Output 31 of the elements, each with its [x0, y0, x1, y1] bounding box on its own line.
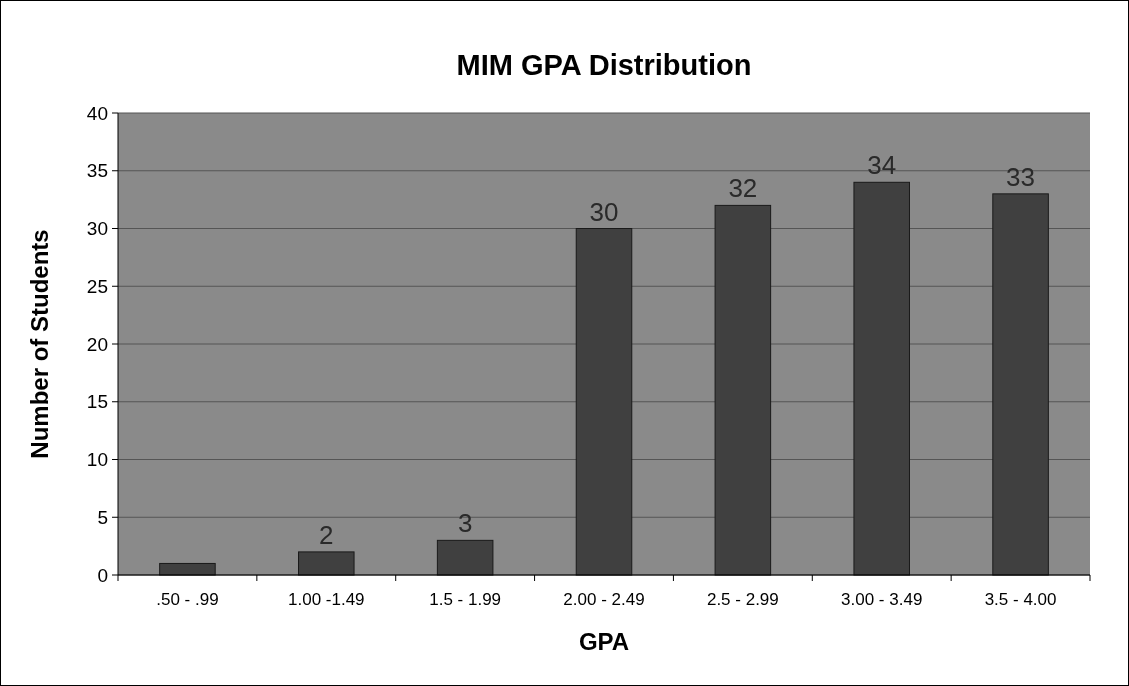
x-tick-label: .50 - .99 [156, 590, 219, 609]
data-label: 30 [589, 196, 619, 227]
y-tick-label: 5 [97, 506, 108, 528]
data-label: 2 [319, 519, 334, 550]
data-label: 33 [1006, 161, 1036, 192]
y-tick-label: 10 [86, 449, 108, 471]
y-tick-label: 20 [86, 333, 108, 355]
bar [298, 551, 355, 576]
data-label: 3 [457, 508, 473, 539]
x-tick-label: 3.5 - 4.00 [984, 590, 1057, 609]
data-label: 34 [867, 150, 897, 181]
y-tick-label: 25 [86, 275, 108, 297]
y-tick-label: 35 [86, 160, 108, 182]
y-tick-label: 0 [97, 564, 108, 586]
y-tick-label: 15 [86, 391, 108, 413]
data-label: 32 [728, 173, 758, 204]
y-axis-title: Number of Students [26, 229, 53, 459]
x-axis-title: GPA [578, 628, 630, 655]
y-tick-label: 40 [86, 102, 108, 124]
x-tick-label: 1.00 -1.49 [288, 590, 365, 609]
x-tick-label: 1.5 - 1.99 [429, 590, 502, 609]
x-tick-label: 2.00 - 2.49 [563, 590, 645, 609]
x-tick-label: 3.00 - 3.49 [841, 590, 923, 609]
bar [853, 181, 910, 576]
bar [436, 539, 494, 576]
bar [575, 228, 633, 576]
x-tick-label: 2.5 - 2.99 [706, 590, 779, 609]
chart-title: MIM GPA Distribution [456, 49, 752, 81]
bar [714, 204, 772, 576]
bar [992, 193, 1049, 576]
y-tick-label: 30 [86, 218, 108, 240]
